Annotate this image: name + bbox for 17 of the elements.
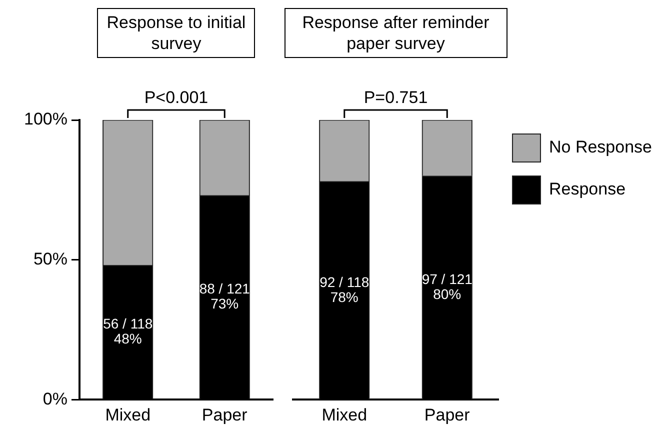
data-label: 88 / 121 73%	[199, 280, 250, 312]
y-tick-label: 100%	[24, 110, 68, 129]
text: P<0.001	[144, 88, 208, 108]
y-tick-label: 50%	[33, 249, 68, 268]
data-label: 97 / 121 80%	[422, 271, 473, 302]
x-tick-label: Mixed	[322, 405, 368, 424]
chart-title: Response after reminder paper survey	[284, 8, 508, 58]
chart-title: Response to initial survey	[97, 8, 256, 58]
legend-label: No Response	[548, 138, 652, 157]
legend-label: Response	[548, 180, 626, 199]
x-tick-label: Paper	[202, 405, 248, 424]
y-tick-label: 0%	[42, 389, 68, 408]
data-label: 92 / 118 78%	[320, 274, 370, 305]
text: P=0.751	[364, 88, 428, 108]
data-label: 56 / 118 48%	[103, 315, 153, 346]
x-tick-label: Mixed	[105, 405, 151, 424]
x-tick-label: Paper	[424, 405, 470, 424]
